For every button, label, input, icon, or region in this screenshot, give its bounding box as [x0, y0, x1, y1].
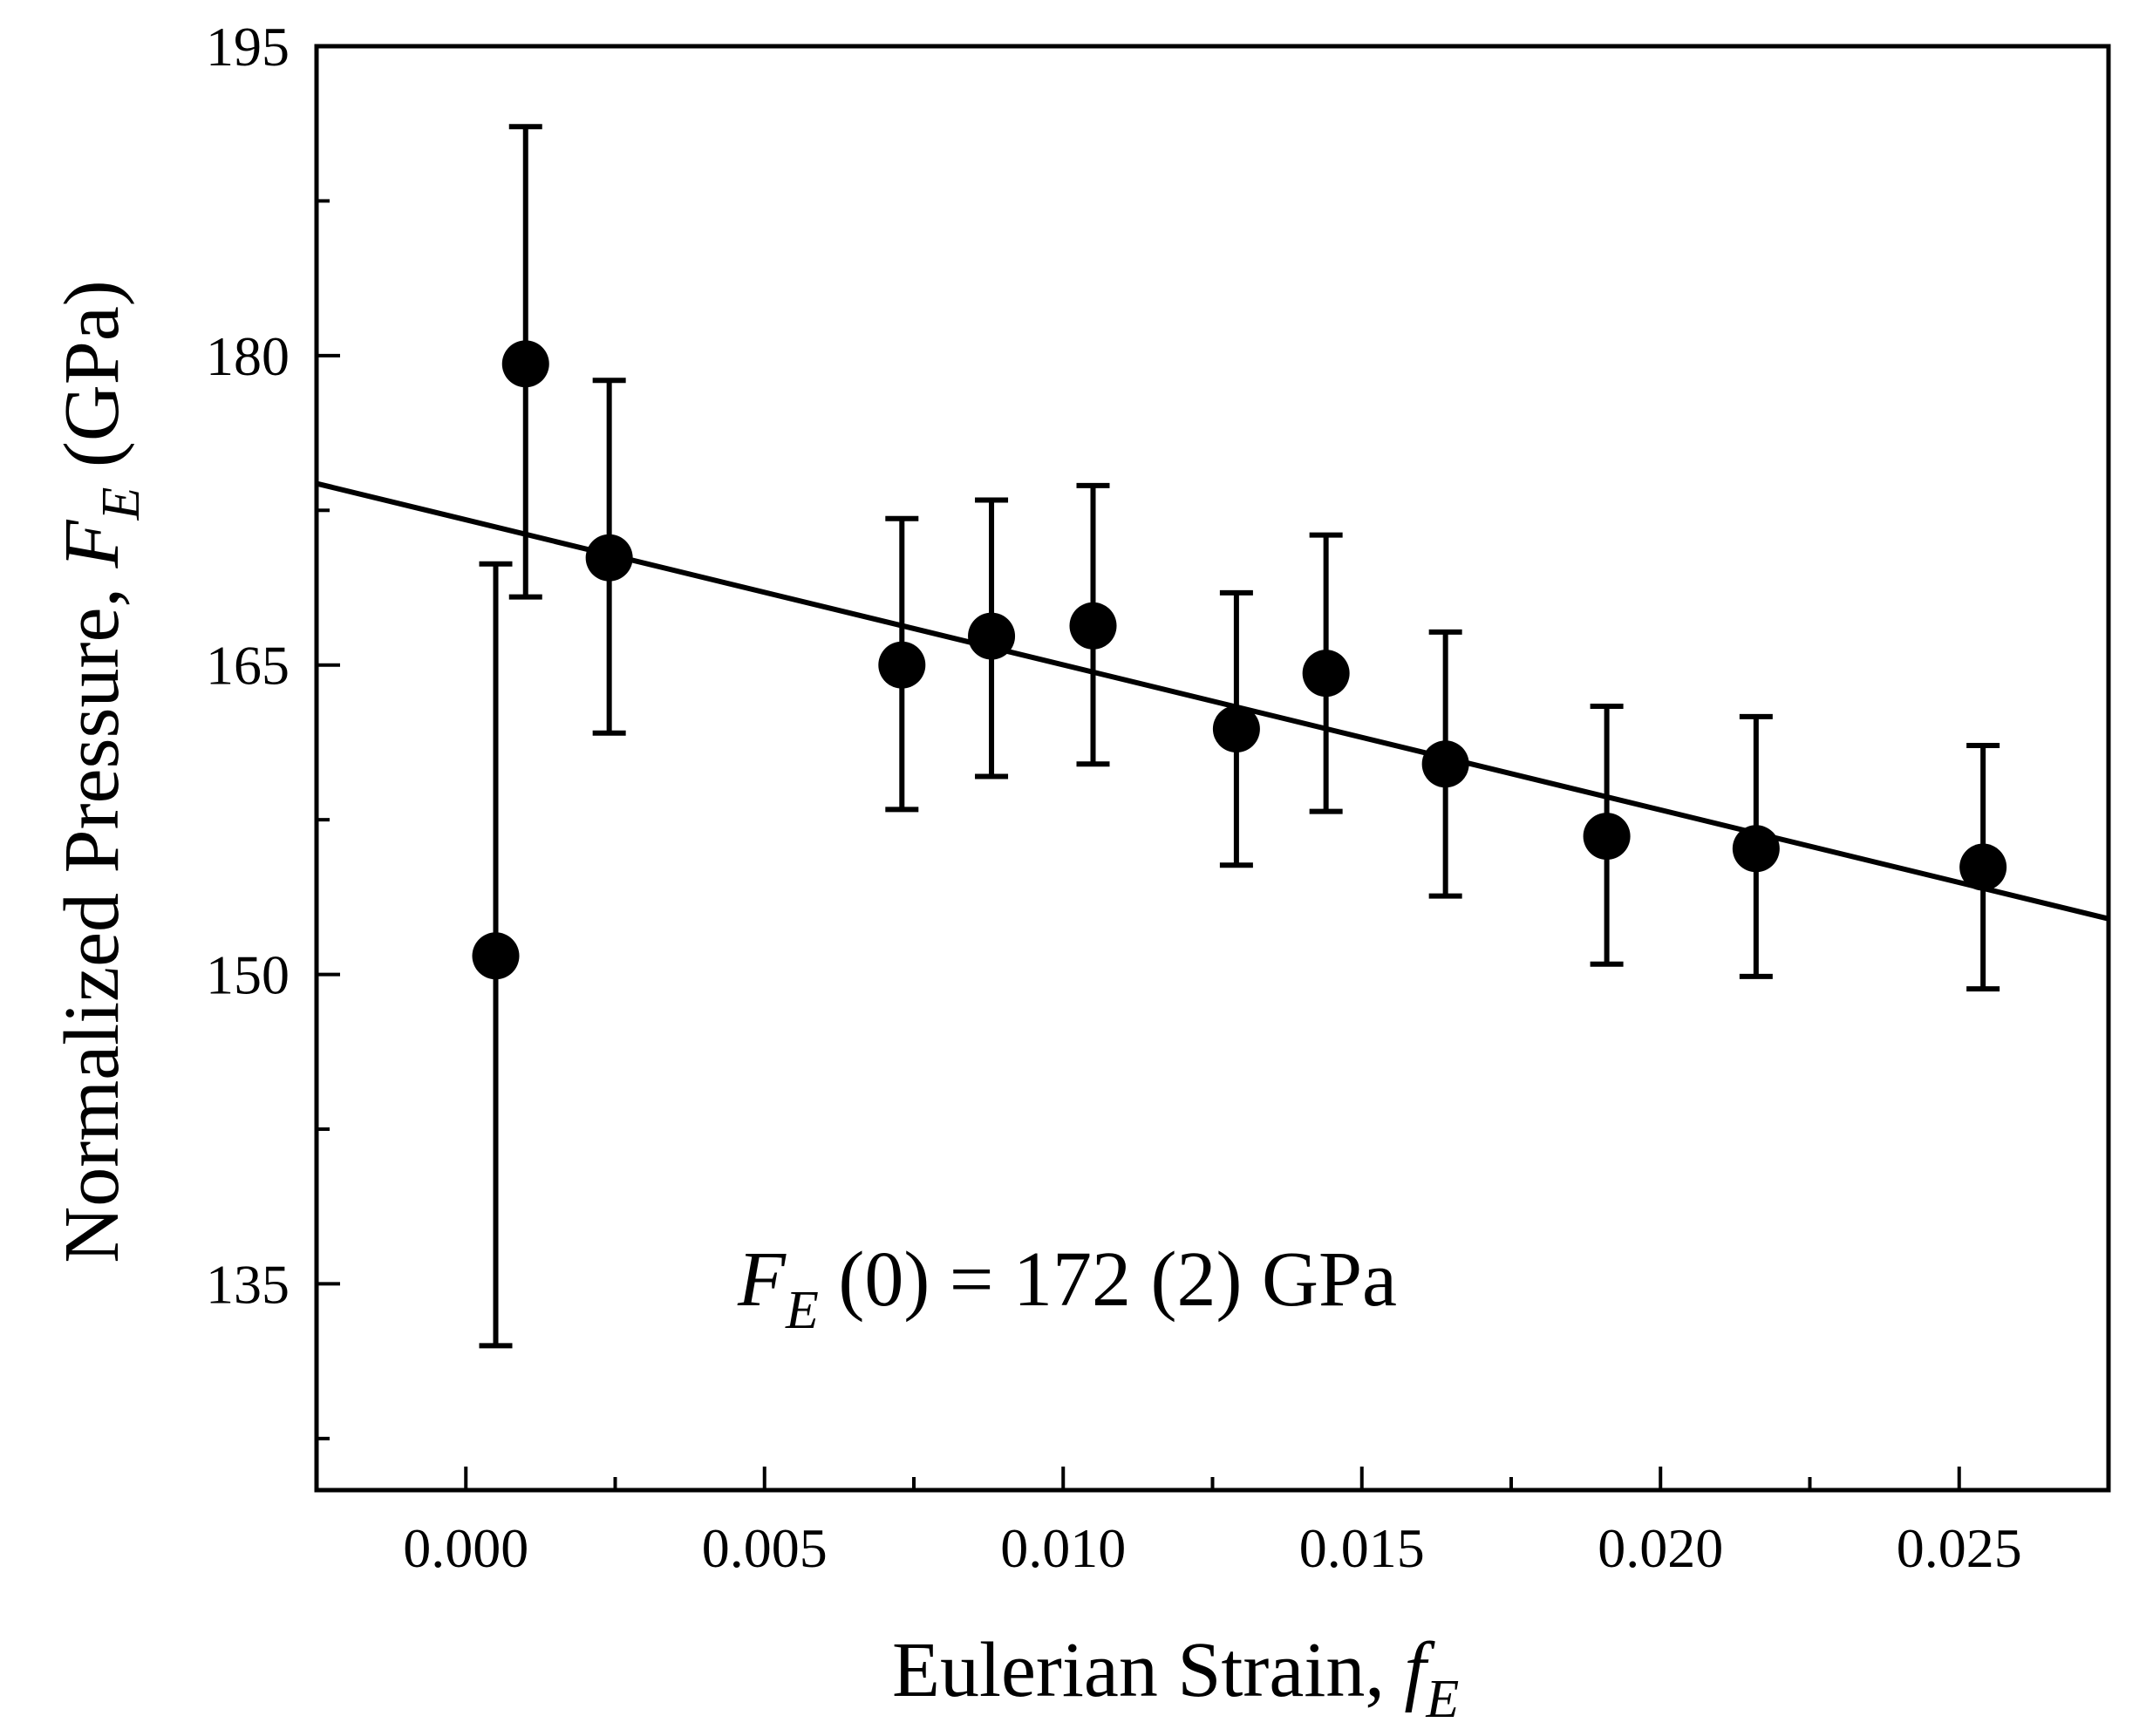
- y-tick-label: 180: [206, 325, 290, 387]
- x-axis-title-subscript: E: [1425, 1670, 1459, 1729]
- x-tick-labels: 0.000 0.005 0.010 0.015 0.020 0.025: [403, 1517, 2022, 1579]
- y-axis-title-main: Normalized Pressure,: [49, 568, 135, 1263]
- data-point: [472, 932, 520, 980]
- x-axis-title: Eulerian Strain, fE: [892, 1627, 1459, 1729]
- annotation-symbol: F: [737, 1236, 787, 1323]
- data-point: [585, 534, 633, 582]
- x-tick-label: 0.000: [403, 1517, 528, 1579]
- x-tick-label: 0.010: [1000, 1517, 1126, 1579]
- x-tick-label: 0.025: [1897, 1517, 2022, 1579]
- x-tick-label: 0.005: [702, 1517, 828, 1579]
- data-point: [1583, 813, 1631, 861]
- x-tick-label: 0.020: [1598, 1517, 1723, 1579]
- x-tick-label: 0.015: [1299, 1517, 1425, 1579]
- plot-frame: [314, 44, 2111, 1493]
- y-axis-title-suffix: (GPa): [49, 280, 135, 487]
- y-tick-label: 165: [206, 635, 290, 697]
- data-point: [1421, 740, 1469, 788]
- y-axis-title: Normalized Pressure, FE (GPa): [49, 280, 151, 1263]
- annotation-text: (0) = 172 (2) GPa: [819, 1236, 1397, 1323]
- y-axis-title-symbol: F: [49, 520, 135, 569]
- fit-annotation: FE (0) = 172 (2) GPa: [737, 1236, 1397, 1340]
- data-point: [1069, 602, 1117, 650]
- data-point: [968, 612, 1016, 660]
- data-point: [878, 641, 926, 689]
- data-point: [501, 340, 549, 388]
- data-point: [1212, 705, 1260, 753]
- annotation-subscript: E: [785, 1281, 819, 1340]
- y-tick-label: 135: [206, 1253, 290, 1315]
- fit-line: [316, 480, 2109, 922]
- data-point: [1959, 843, 2007, 891]
- x-axis-title-main: Eulerian Strain,: [892, 1627, 1404, 1713]
- data-point: [1732, 825, 1780, 873]
- y-tick-label: 150: [206, 944, 290, 1006]
- data-points: [472, 340, 2007, 980]
- y-tick-labels: 135 150 165 180 195: [206, 16, 290, 1315]
- y-tick-label: 195: [206, 16, 290, 78]
- data-point: [1302, 650, 1350, 698]
- y-axis-title-subscript: E: [92, 487, 151, 521]
